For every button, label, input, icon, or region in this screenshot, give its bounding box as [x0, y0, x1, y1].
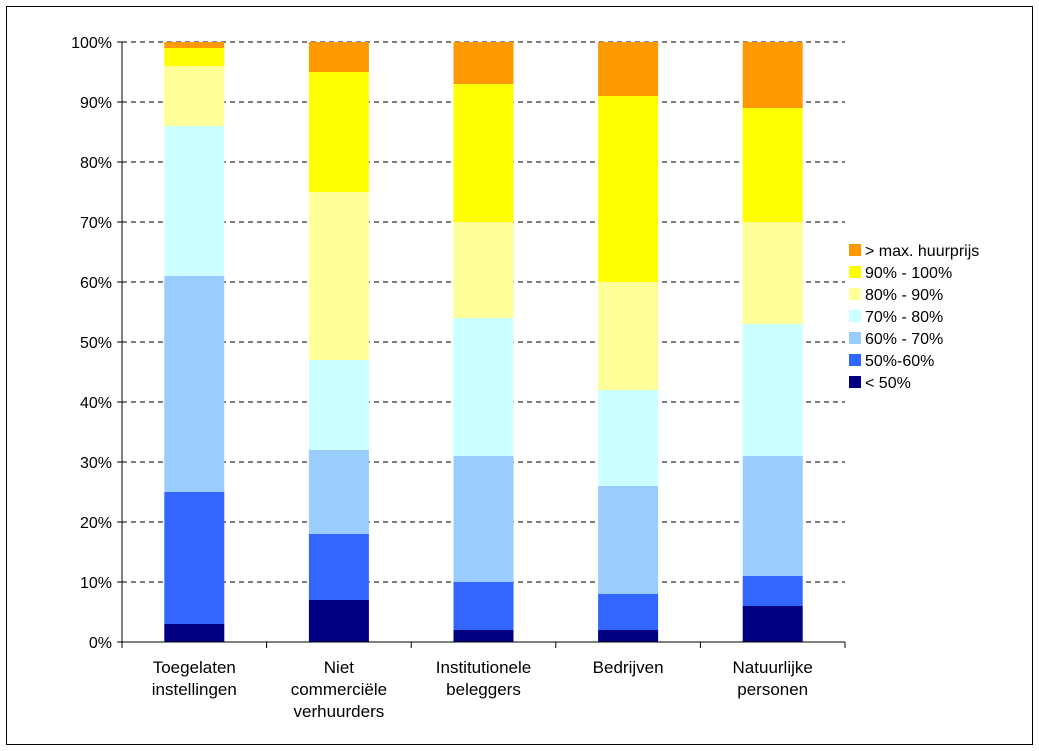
bar-segment [164, 276, 225, 492]
bar-segment [598, 594, 659, 630]
bar-segment [164, 66, 225, 126]
legend-label: 70% - 80% [865, 309, 943, 326]
bar-segment [308, 600, 369, 642]
x-category-label: Toegelaten [153, 658, 236, 677]
x-category-label: beleggers [446, 680, 521, 699]
bar-segment [308, 360, 369, 450]
bar-segment [742, 108, 803, 222]
bar-segment [453, 222, 514, 318]
y-tick-label: 20% [80, 515, 112, 532]
x-category-label: instellingen [152, 680, 237, 699]
x-category-label: personen [737, 680, 808, 699]
x-category-label: verhuurders [294, 702, 385, 721]
bar-segment [598, 96, 659, 282]
legend-swatch [849, 266, 861, 278]
bar-segment [742, 42, 803, 108]
legend-swatch [849, 332, 861, 344]
y-tick-label: 50% [80, 335, 112, 352]
x-category-label: commerciële [291, 680, 387, 699]
bar-segment [453, 42, 514, 84]
bar-segment [453, 582, 514, 630]
bar-segment [164, 42, 225, 48]
bar-segment [742, 576, 803, 606]
bar-segment [308, 72, 369, 192]
bar-segment [453, 318, 514, 456]
y-tick-label: 10% [80, 575, 112, 592]
x-category-label: Institutionele [436, 658, 531, 677]
bar-segment [164, 492, 225, 624]
legend-label: 50%-60% [865, 353, 934, 370]
bar-segment [598, 630, 659, 642]
bar-segment [742, 606, 803, 642]
y-tick-label: 40% [80, 395, 112, 412]
bar-segment [164, 48, 225, 66]
x-category-label: Natuurlijke [733, 658, 813, 677]
y-tick-label: 80% [80, 155, 112, 172]
legend-swatch [849, 244, 861, 256]
x-category-label: Bedrijven [593, 658, 664, 677]
legend-label: 80% - 90% [865, 287, 943, 304]
legend-label: > max. huurprijs [865, 243, 979, 260]
bar-segment [453, 630, 514, 642]
legend-swatch [849, 310, 861, 322]
legend-label: 60% - 70% [865, 331, 943, 348]
y-tick-label: 100% [71, 35, 112, 52]
bar-segment [742, 324, 803, 456]
bar-segment [308, 42, 369, 72]
legend-swatch [849, 354, 861, 366]
bar-segment [598, 390, 659, 486]
legend-label: 90% - 100% [865, 265, 952, 282]
bar-segment [308, 192, 369, 360]
bar-segment [598, 282, 659, 390]
legend-label: < 50% [865, 375, 911, 392]
bar-segment [164, 126, 225, 276]
y-tick-label: 30% [80, 455, 112, 472]
bar-segment [453, 84, 514, 222]
bar-segment [742, 222, 803, 324]
y-tick-label: 0% [89, 635, 112, 652]
bar-segment [308, 534, 369, 600]
y-tick-label: 60% [80, 275, 112, 292]
legend-swatch [849, 288, 861, 300]
bar-segment [164, 624, 225, 642]
bar-segment [308, 450, 369, 534]
legend-swatch [849, 376, 861, 388]
bar-segment [598, 486, 659, 594]
bar-segment [453, 456, 514, 582]
bar-segment [598, 42, 659, 96]
y-tick-label: 90% [80, 95, 112, 112]
y-tick-label: 70% [80, 215, 112, 232]
bar-segment [742, 456, 803, 576]
x-category-label: Niet [324, 658, 355, 677]
